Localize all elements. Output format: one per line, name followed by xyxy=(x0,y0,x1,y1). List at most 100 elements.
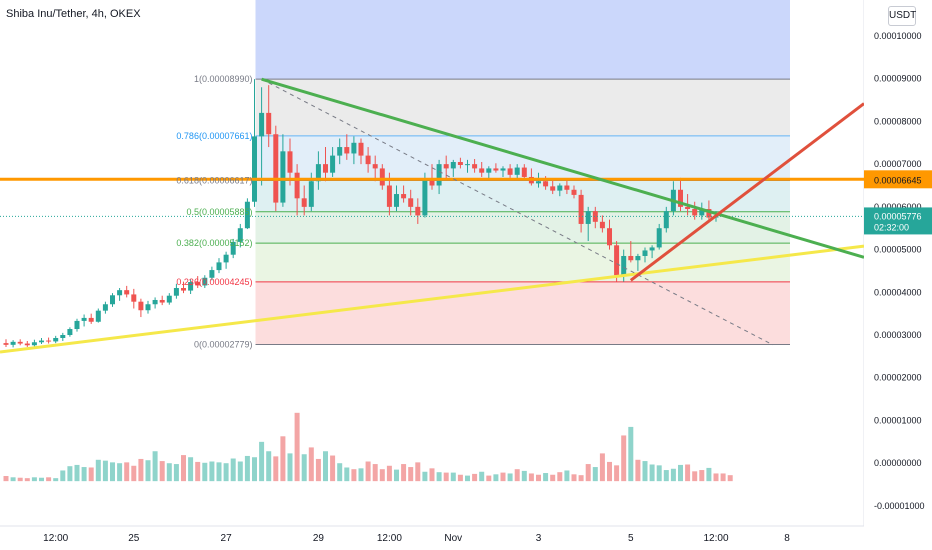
fib-label: 1(0.00008990) xyxy=(194,74,253,84)
green-trendline[interactable] xyxy=(261,77,865,259)
volume-bar xyxy=(507,473,513,482)
volume-bar xyxy=(720,473,726,482)
volume-bar xyxy=(394,469,399,482)
price-tick-label: 0.00010000 xyxy=(874,31,922,41)
candle-body xyxy=(294,172,300,199)
volume-bar xyxy=(585,464,591,482)
candle-body xyxy=(571,189,577,195)
candle-body xyxy=(607,228,612,246)
candle-body xyxy=(209,270,215,278)
price-axis-bg xyxy=(864,0,932,550)
price-tick-label: 0.00007000 xyxy=(874,159,922,169)
candle-body xyxy=(131,294,137,302)
volume-bar xyxy=(188,457,194,482)
candle-body xyxy=(53,337,59,342)
candle-body xyxy=(635,255,641,261)
volume-bar xyxy=(557,472,563,482)
volume-bar xyxy=(486,475,492,482)
volume-bar xyxy=(564,470,570,482)
volume-bar xyxy=(351,469,357,482)
volume-bar xyxy=(337,463,343,482)
fib-label: 0.618(0.00006617) xyxy=(176,176,252,186)
time-tick-label: 5 xyxy=(628,533,634,544)
candle-body xyxy=(10,341,16,345)
volume-bar xyxy=(365,461,371,482)
candle-body xyxy=(195,282,201,286)
candles xyxy=(3,79,719,348)
fib-label: 0.382(0.00005152) xyxy=(176,238,252,248)
candle-body xyxy=(585,211,591,224)
candle-body xyxy=(301,198,307,207)
candle-body xyxy=(401,194,407,199)
candle-body xyxy=(372,164,378,169)
volume-bar xyxy=(372,464,378,482)
red-trendline[interactable] xyxy=(629,102,865,282)
volume-bar xyxy=(330,455,336,482)
volume-bar xyxy=(592,467,598,482)
trendlines xyxy=(0,77,865,354)
volume-bar xyxy=(95,459,101,482)
volume-bar xyxy=(415,462,421,482)
candle-body xyxy=(472,164,478,169)
fib-label: 0.786(0.00007661) xyxy=(176,131,252,141)
volume-bar xyxy=(614,465,620,482)
candle-body xyxy=(31,342,37,346)
volume-bar xyxy=(386,465,392,482)
volume-bar xyxy=(457,474,463,482)
volume-bar xyxy=(60,470,66,482)
volume-bar xyxy=(450,472,456,482)
chart-title: Shiba Inu/Tether, 4h, OKEX xyxy=(6,8,141,20)
volume-bar xyxy=(138,458,144,482)
last-price-tag-label: 0.00005776 xyxy=(874,211,922,221)
candle-body xyxy=(365,155,371,165)
volume-bar xyxy=(31,477,37,482)
time-tick-label: 29 xyxy=(313,533,325,544)
candle-body xyxy=(117,290,123,296)
volume-bar xyxy=(266,451,272,482)
volume-bar xyxy=(408,467,414,482)
candle-body xyxy=(514,167,520,175)
volume-bar xyxy=(571,474,577,482)
candle-body xyxy=(457,162,463,165)
volume-bar xyxy=(81,467,87,482)
volume-bar xyxy=(124,462,130,482)
candle-body xyxy=(95,310,101,322)
candle-body xyxy=(46,340,52,342)
candle-body xyxy=(386,185,392,207)
candle-body xyxy=(74,320,80,330)
candle-body xyxy=(124,290,130,295)
yellow-trendline[interactable] xyxy=(0,244,865,354)
candle-body xyxy=(88,317,94,322)
time-tick-label: 8 xyxy=(784,533,790,544)
candle-body xyxy=(344,147,350,154)
fib-trend-dashed xyxy=(261,78,774,346)
volume-bar xyxy=(699,470,705,482)
price-tick-label: 0.00005000 xyxy=(874,245,922,255)
candle-body xyxy=(422,179,428,216)
time-axis: 12:00 25 27 29 12:00 Nov 3 5 12:00 8 xyxy=(43,533,790,544)
volume-bar xyxy=(642,461,648,482)
candle-body xyxy=(181,288,186,291)
candle-body xyxy=(110,295,115,305)
candle-body xyxy=(17,341,23,344)
volume-bar xyxy=(344,467,350,482)
volume-bar xyxy=(678,464,683,482)
price-tick-label: -0.00001000 xyxy=(874,501,925,511)
volume-bar xyxy=(230,458,236,482)
candle-body xyxy=(543,181,549,187)
time-tick-label: 12:00 xyxy=(703,533,728,544)
volume-bar xyxy=(493,474,499,482)
candle-body xyxy=(287,151,293,173)
volume-bar xyxy=(280,436,286,482)
currency-button[interactable]: USDT xyxy=(888,6,916,26)
candle-body xyxy=(81,317,87,321)
volume-bar xyxy=(635,459,641,482)
volume-bar xyxy=(88,467,94,482)
volume-bar xyxy=(436,472,442,482)
volume-bar xyxy=(422,471,428,482)
candle-body xyxy=(408,198,414,207)
candle-body xyxy=(173,288,179,296)
volume-bar xyxy=(479,471,485,482)
time-tick-label: Nov xyxy=(444,533,462,544)
